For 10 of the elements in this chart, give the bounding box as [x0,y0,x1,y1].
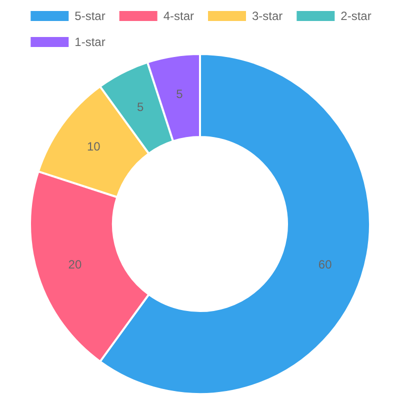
legend-label: 2-star [340,9,372,23]
legend-label: 1-star [74,35,106,49]
data-label: 5 [176,87,184,102]
data-label: 5 [136,100,144,114]
data-label: 20 [68,258,82,272]
legend-label: 3-star [252,9,283,23]
data-label: 60 [318,258,332,272]
legend-label: 5-star [74,9,106,23]
legend-label: 4-star [163,9,194,23]
data-label: 10 [86,140,101,154]
